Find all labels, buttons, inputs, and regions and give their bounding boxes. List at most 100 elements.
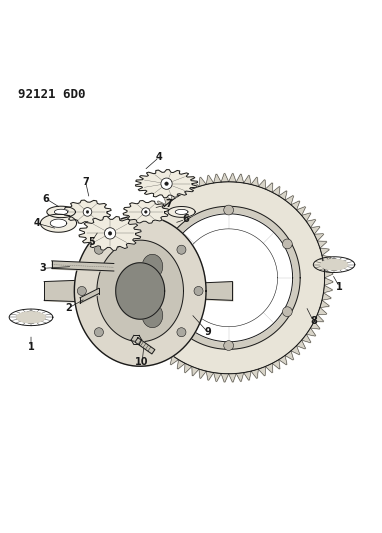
Polygon shape <box>244 175 251 184</box>
Polygon shape <box>258 367 265 376</box>
Circle shape <box>94 245 104 254</box>
Polygon shape <box>236 174 244 183</box>
Polygon shape <box>311 321 320 329</box>
Text: 92121 6D0: 92121 6D0 <box>18 88 85 101</box>
Polygon shape <box>116 263 165 319</box>
Circle shape <box>83 208 92 216</box>
Circle shape <box>165 182 168 185</box>
Text: 2: 2 <box>65 303 72 313</box>
Polygon shape <box>192 180 199 189</box>
Polygon shape <box>272 187 280 196</box>
Polygon shape <box>79 216 141 251</box>
Polygon shape <box>291 346 300 354</box>
Polygon shape <box>324 270 333 278</box>
Polygon shape <box>214 174 221 183</box>
Polygon shape <box>152 340 161 349</box>
Circle shape <box>165 239 175 249</box>
Polygon shape <box>165 214 293 342</box>
Polygon shape <box>199 177 206 187</box>
Circle shape <box>328 259 340 271</box>
Text: 10: 10 <box>135 358 149 367</box>
Circle shape <box>142 208 150 216</box>
Polygon shape <box>185 364 192 373</box>
Circle shape <box>282 239 292 249</box>
Circle shape <box>144 211 147 213</box>
Polygon shape <box>177 187 185 196</box>
Polygon shape <box>47 206 75 217</box>
Polygon shape <box>64 200 111 224</box>
Polygon shape <box>40 214 76 232</box>
Polygon shape <box>324 285 332 293</box>
Ellipse shape <box>142 254 163 279</box>
Polygon shape <box>54 209 68 215</box>
Polygon shape <box>229 374 236 382</box>
Circle shape <box>177 328 186 337</box>
Polygon shape <box>147 334 155 343</box>
Ellipse shape <box>142 303 163 328</box>
Polygon shape <box>142 220 151 228</box>
Polygon shape <box>125 263 134 270</box>
Polygon shape <box>324 263 332 270</box>
Polygon shape <box>285 196 293 205</box>
Polygon shape <box>320 300 329 308</box>
Polygon shape <box>142 328 151 336</box>
Polygon shape <box>265 364 273 373</box>
Polygon shape <box>317 241 327 248</box>
Polygon shape <box>285 351 293 360</box>
Polygon shape <box>236 373 244 382</box>
Polygon shape <box>136 169 197 198</box>
Text: 6: 6 <box>43 193 49 204</box>
Polygon shape <box>17 312 45 323</box>
Polygon shape <box>258 180 265 189</box>
Polygon shape <box>221 174 229 182</box>
Polygon shape <box>229 174 236 182</box>
Polygon shape <box>164 196 172 205</box>
Polygon shape <box>135 338 155 354</box>
Polygon shape <box>311 227 320 234</box>
Polygon shape <box>152 207 161 215</box>
Polygon shape <box>131 308 140 314</box>
Text: 8: 8 <box>310 316 317 326</box>
Circle shape <box>177 245 186 254</box>
Circle shape <box>224 341 233 350</box>
Polygon shape <box>74 216 206 366</box>
Polygon shape <box>157 346 166 354</box>
Polygon shape <box>125 278 133 285</box>
Polygon shape <box>168 206 195 217</box>
Polygon shape <box>296 340 306 349</box>
Text: 7: 7 <box>165 199 172 209</box>
Polygon shape <box>126 255 135 263</box>
Polygon shape <box>265 183 273 192</box>
Polygon shape <box>279 191 287 200</box>
Polygon shape <box>147 213 155 221</box>
Polygon shape <box>134 314 143 322</box>
Polygon shape <box>125 285 134 293</box>
Polygon shape <box>317 308 327 314</box>
Polygon shape <box>157 201 166 210</box>
Polygon shape <box>177 360 185 369</box>
Polygon shape <box>320 248 329 255</box>
Polygon shape <box>97 240 183 342</box>
Text: 9: 9 <box>205 327 211 337</box>
Circle shape <box>161 178 172 189</box>
Polygon shape <box>306 220 316 228</box>
Polygon shape <box>279 356 287 365</box>
Circle shape <box>194 286 203 295</box>
Polygon shape <box>138 321 147 329</box>
Polygon shape <box>185 183 192 192</box>
Text: 5: 5 <box>88 237 95 247</box>
Polygon shape <box>302 334 311 343</box>
Polygon shape <box>170 356 178 365</box>
Polygon shape <box>314 314 324 322</box>
Polygon shape <box>123 200 168 223</box>
Polygon shape <box>302 213 311 221</box>
Polygon shape <box>199 369 206 378</box>
Polygon shape <box>157 206 300 349</box>
Polygon shape <box>192 367 199 376</box>
Text: 1: 1 <box>336 282 343 292</box>
Polygon shape <box>175 209 188 214</box>
Circle shape <box>224 205 233 215</box>
Polygon shape <box>322 255 331 263</box>
Polygon shape <box>133 182 325 374</box>
Circle shape <box>104 228 116 239</box>
